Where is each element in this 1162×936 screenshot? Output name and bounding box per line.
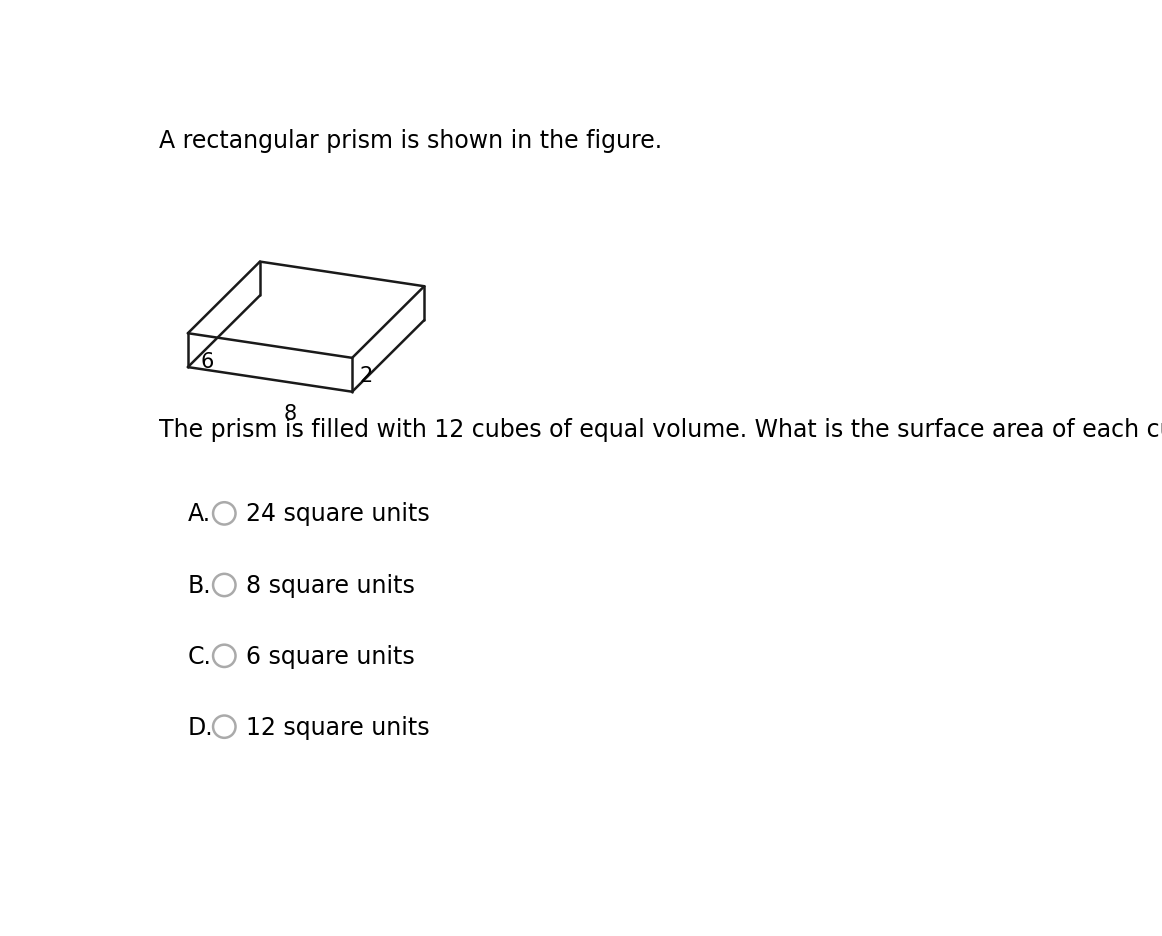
Text: B.: B. [188,574,211,597]
Text: The prism is filled with 12 cubes of equal volume. What is the surface area of e: The prism is filled with 12 cubes of equ… [159,417,1162,442]
Text: 6: 6 [200,351,214,372]
Text: 8: 8 [284,403,297,424]
Text: 12 square units: 12 square units [246,715,430,739]
Text: 24 square units: 24 square units [246,502,430,526]
Polygon shape [188,262,260,368]
Text: 2: 2 [360,365,373,386]
Polygon shape [188,262,424,358]
Text: D.: D. [188,715,214,739]
Polygon shape [188,334,352,392]
Text: 8 square units: 8 square units [246,574,415,597]
Text: A.: A. [188,502,211,526]
Polygon shape [352,287,424,392]
Text: A rectangular prism is shown in the figure.: A rectangular prism is shown in the figu… [159,129,662,154]
Text: 6 square units: 6 square units [246,644,415,668]
Text: C.: C. [188,644,211,668]
